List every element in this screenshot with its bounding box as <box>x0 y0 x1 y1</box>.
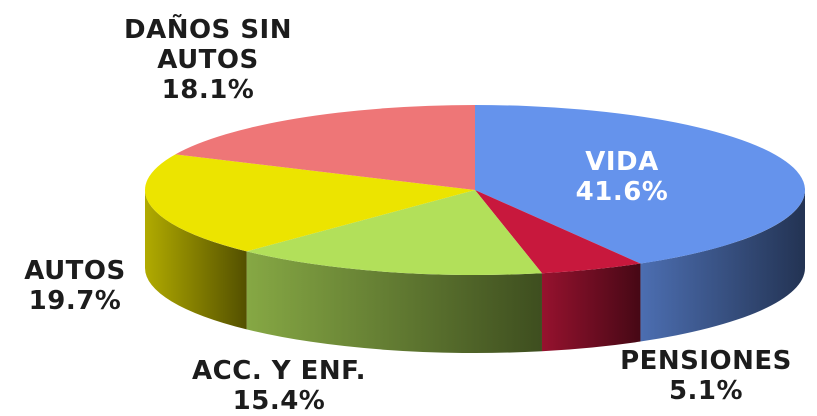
slice <box>144 154 475 252</box>
label-name: AUTOS <box>24 256 126 286</box>
slice <box>475 104 806 264</box>
slice-side <box>145 190 247 330</box>
slice <box>175 105 476 190</box>
label-value: 5.1% <box>668 376 744 406</box>
label-value: 19.7% <box>28 286 122 316</box>
label-value: 18.1% <box>161 75 255 105</box>
slice-label: VIDA 41.6% <box>576 147 669 207</box>
slice-label: ACC. Y ENF. 15.4% <box>192 356 366 416</box>
slice-label: DAÑOS SIN AUTOS 18.1% <box>108 15 308 105</box>
slice-label: AUTOS 19.7% <box>24 256 126 316</box>
slice <box>475 190 641 274</box>
label-value: 41.6% <box>575 177 669 207</box>
slice-side <box>541 263 641 352</box>
slice-label: PENSIONES 5.1% <box>620 346 792 406</box>
label-value: 15.4% <box>232 386 326 416</box>
label-name: VIDA <box>585 147 659 177</box>
slice-side <box>640 190 805 342</box>
slice <box>246 190 542 276</box>
label-name: ACC. Y ENF. <box>192 356 366 386</box>
slice-side <box>246 251 542 353</box>
label-name: PENSIONES <box>620 346 792 376</box>
label-name: DAÑOS SIN AUTOS <box>123 15 292 75</box>
